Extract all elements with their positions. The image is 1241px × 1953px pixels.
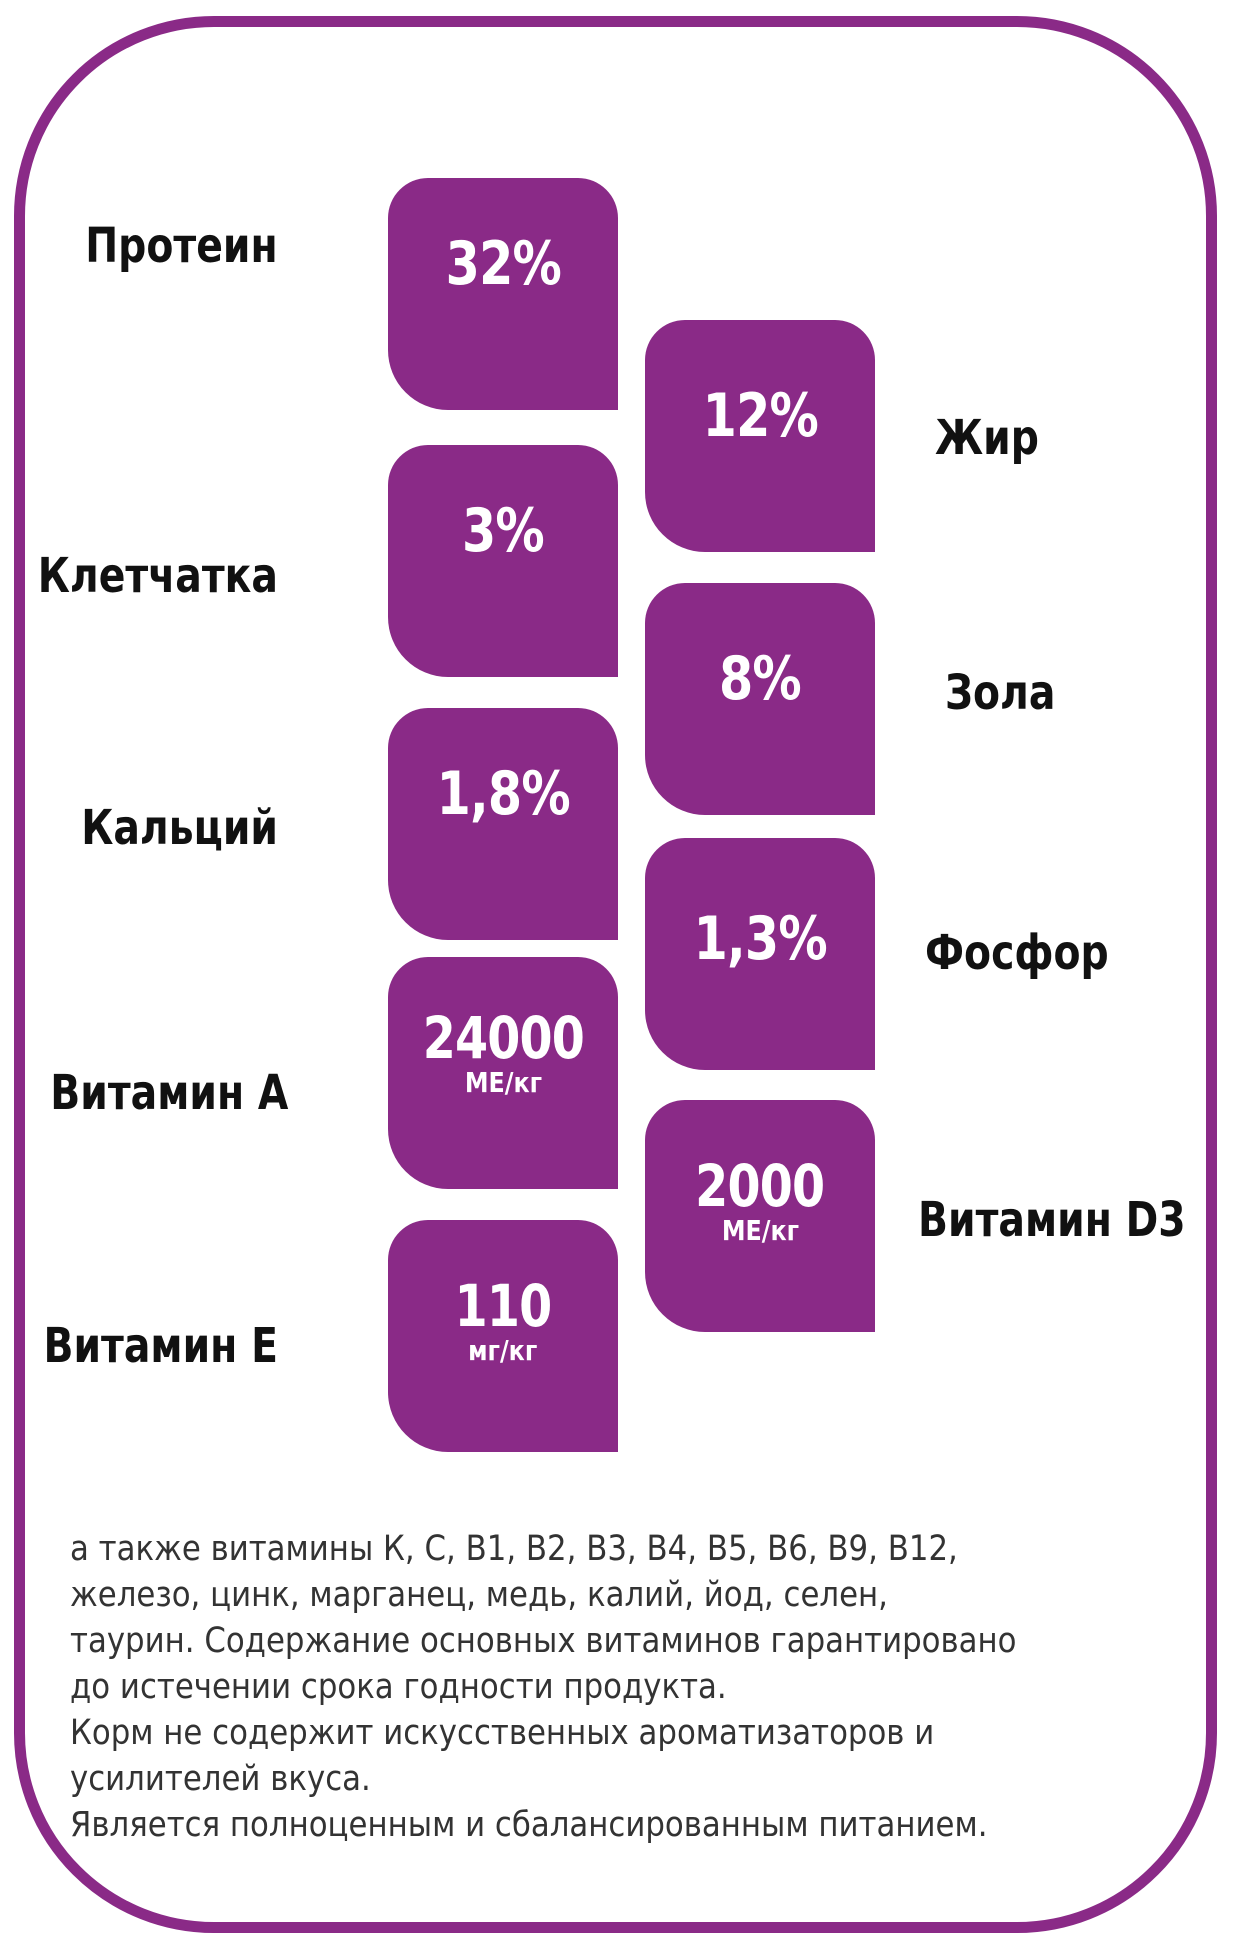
label-fat: Жир — [935, 410, 1039, 466]
value-protein: 32% — [445, 229, 561, 299]
label-fiber: Клетчатка — [37, 548, 278, 604]
label-calcium: Кальций — [81, 800, 278, 856]
value-vitamin-e: 110 — [454, 1272, 553, 1340]
rounded-frame — [14, 16, 1217, 1933]
value-calcium: 1,8% — [436, 759, 570, 829]
unit-vitamin-d3: МЕ/кг — [721, 1214, 799, 1247]
tile-fiber: 3% — [388, 445, 618, 677]
notes-line: а также витамины К, С, В1, В2, В3, В4, В… — [70, 1529, 958, 1569]
notes-line: таурин. Содержание основных витаминов га… — [70, 1621, 1017, 1661]
label-phosphorus: Фосфор — [925, 925, 1109, 981]
tile-phosphorus: 1,3% — [645, 838, 875, 1070]
notes-line: усилителей вкуса. — [70, 1759, 371, 1799]
label-vitamin-a: Витамин A — [49, 1065, 288, 1121]
notes-line: Является полноценным и сбалансированным … — [70, 1805, 988, 1845]
value-fat: 12% — [702, 381, 818, 451]
tile-fat: 12% — [645, 320, 875, 552]
unit-vitamin-a: МЕ/кг — [464, 1066, 542, 1099]
tile-vitamin-a: 24000 МЕ/кг — [388, 957, 618, 1189]
value-ash: 8% — [719, 644, 802, 714]
notes-paragraph: а также витамины К, С, В1, В2, В3, В4, В… — [70, 1526, 1126, 1848]
notes-line: Корм не содержит искусственных ароматиза… — [70, 1713, 935, 1753]
value-vitamin-d3: 2000 — [695, 1152, 825, 1220]
label-ash: Зола — [945, 665, 1056, 721]
tile-calcium: 1,8% — [388, 708, 618, 940]
value-vitamin-a: 24000 — [422, 1004, 584, 1072]
value-phosphorus: 1,3% — [693, 904, 827, 974]
tile-vitamin-e: 110 мг/кг — [388, 1220, 618, 1452]
label-vitamin-d3: Витамин D3 — [918, 1192, 1186, 1248]
tile-ash: 8% — [645, 583, 875, 815]
label-protein: Протеин — [85, 218, 278, 274]
notes-line: до истечении срока годности продукта. — [70, 1667, 727, 1707]
unit-vitamin-e: мг/кг — [468, 1334, 538, 1367]
tile-vitamin-d3: 2000 МЕ/кг — [645, 1100, 875, 1332]
label-vitamin-e: Витамин E — [43, 1318, 278, 1374]
notes-line: железо, цинк, марганец, медь, калий, йод… — [70, 1575, 888, 1615]
value-fiber: 3% — [462, 496, 545, 566]
tile-protein: 32% — [388, 178, 618, 410]
